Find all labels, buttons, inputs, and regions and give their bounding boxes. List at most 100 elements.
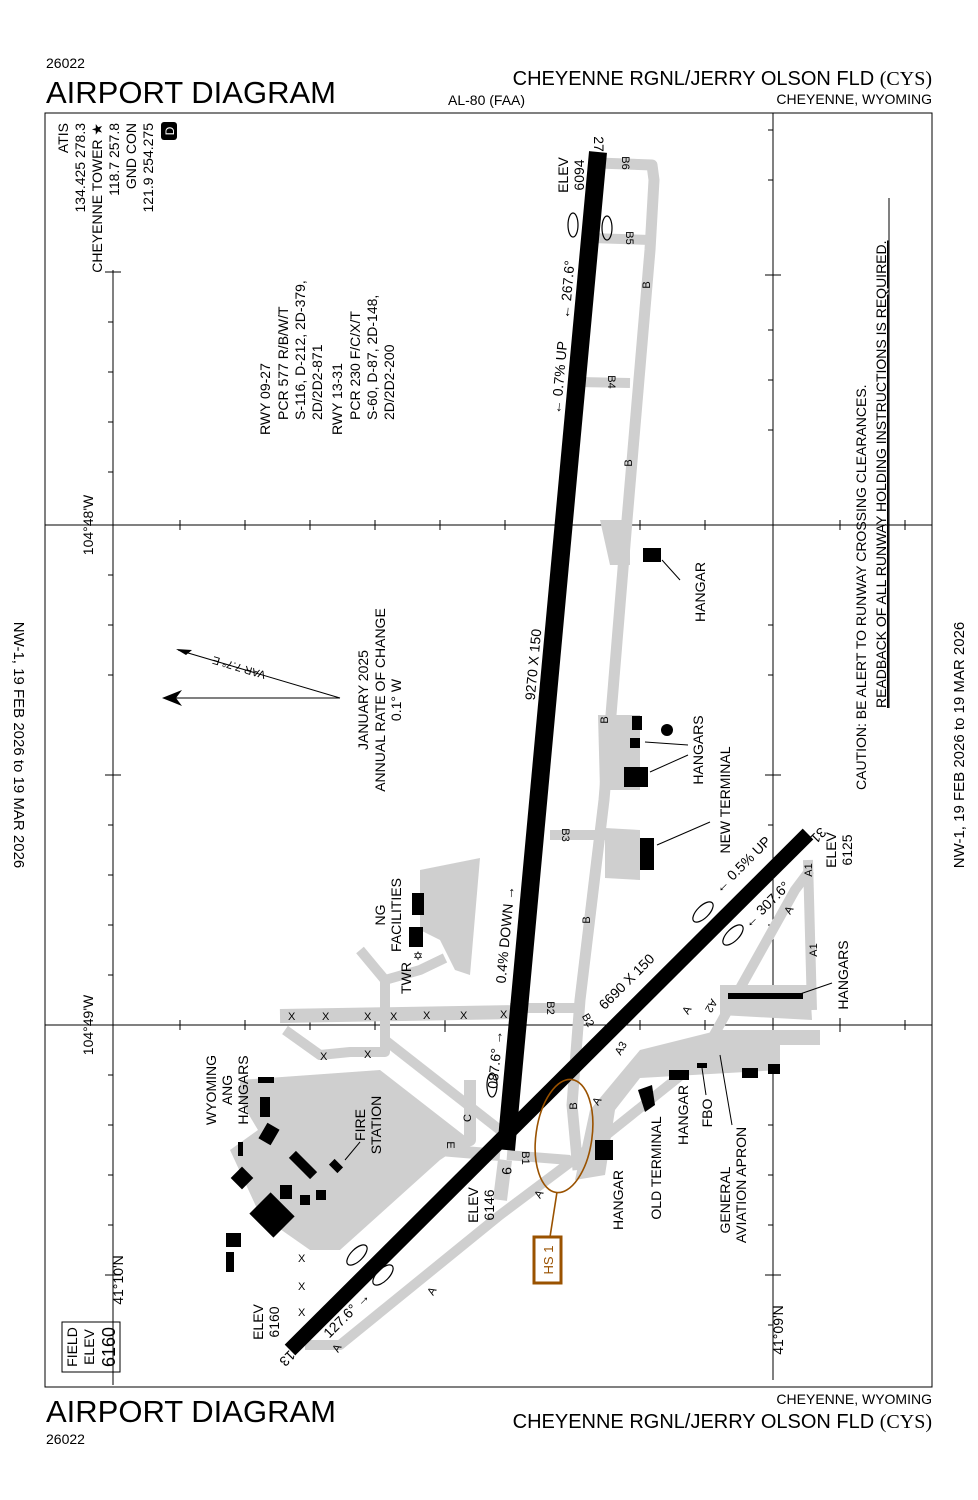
runway-info-block: RWY 09-27 PCR 577 R/B/W/T S-116, D-212, … <box>257 280 397 435</box>
longitude-label-48: 104°48'W <box>80 494 96 555</box>
closed-marker: X <box>423 1010 431 1022</box>
field-elevation-box: FIELD ELEV 6160 <box>61 1321 121 1373</box>
closed-marker: X <box>390 1011 398 1023</box>
closed-marker: X <box>288 1011 296 1023</box>
hangars-label-2: HANGARS <box>835 940 851 1009</box>
slope-27-text: 0.7% UP <box>549 340 570 396</box>
runway-9-27-dimensions: 9270 X 150 <box>522 628 545 701</box>
fire-station-label-1: FIRE <box>352 1109 368 1141</box>
runway-13-31 <box>284 828 814 1356</box>
tower-star-icon: ✡ <box>413 949 423 963</box>
footer-city-state: CHEYENNE, WYOMING <box>776 1391 932 1407</box>
taxiway-label-b3: B3 <box>559 828 571 841</box>
ground-frequency: 121.9 254.275 <box>140 123 156 213</box>
ga-apron-label-1: GENERAL <box>717 1166 733 1233</box>
hot-spot-box <box>532 1235 563 1285</box>
rwy-13-31-strength-2: 2D/2D2-200 <box>381 344 397 420</box>
footer-airport-name-text: CHEYENNE RGNL/JERRY OLSON FLD <box>513 1411 875 1433</box>
runway-9-27 <box>497 151 607 1151</box>
t-hangars-building <box>728 993 803 999</box>
footer-chart-number: 26022 <box>46 1431 85 1447</box>
atis-frequency: 134.425 278.3 <box>72 123 88 213</box>
ga-apron-label-2: AVIATION APRON <box>733 1127 749 1243</box>
taxiway-label-b: B <box>581 916 593 923</box>
old-terminal-building <box>638 1085 655 1112</box>
rwy-13-31-pcr: PCR 230 F/C/X/T <box>347 311 363 420</box>
taxiway-label-a: A <box>680 1004 694 1017</box>
rwy-13-31-label: RWY 13-31 <box>329 363 345 435</box>
facility-labels: HANGAR HANGARS NEW TERMINAL NG FACILITIE… <box>203 559 851 1243</box>
elev-13-value: 6160 <box>266 1306 282 1337</box>
fire-station-label-2: STATION <box>368 1096 384 1155</box>
elev-13-label: ELEV <box>250 1303 266 1339</box>
wyoming-ang-label-2: ANG <box>219 1075 235 1105</box>
new-terminal-label: NEW TERMINAL <box>717 746 733 853</box>
taxiway-label-c: C <box>462 1114 474 1122</box>
hangar-label-3: HANGAR <box>675 1085 691 1145</box>
elev-27-value: 6094 <box>571 159 587 190</box>
hangar-building <box>643 548 661 562</box>
footer-title: AIRPORT DIAGRAM <box>46 1394 336 1429</box>
longitude-label-49: 104°49'W <box>80 994 96 1055</box>
taxiway-label-a1: A1 <box>808 943 820 956</box>
field-elev-value: 6160 <box>99 1327 119 1367</box>
hangars-building <box>624 767 648 787</box>
magnetic-variation: VAR 7.7° E JANUARY 2025 ANNUAL RATE OF C… <box>162 608 404 792</box>
rwy-09-27-strength-2: 2D/2D2-871 <box>309 344 325 420</box>
footer-airport-id: (CYS) <box>880 1411 932 1433</box>
caution-line-2: READBACK OF ALL RUNWAY HOLDING INSTRUCTI… <box>873 240 889 708</box>
hangar-building-2 <box>595 1140 613 1160</box>
closed-marker: X <box>460 1010 468 1022</box>
chart-frame <box>44 112 933 1388</box>
taxiway-label-b: B <box>568 1102 580 1109</box>
closed-marker: X <box>500 1009 508 1021</box>
rwy-09-27-label: RWY 09-27 <box>257 363 273 435</box>
slope-9-text: 0.4% DOWN <box>493 903 516 984</box>
elev-31-value: 6125 <box>839 834 855 865</box>
runway-end-27: 27 <box>591 136 607 152</box>
taxiway-a1 <box>803 859 817 1011</box>
taxiway-label-a1: A1 <box>803 863 815 876</box>
elev-9-label: ELEV <box>465 1186 481 1222</box>
tower-label: TWR <box>398 962 414 994</box>
rwy-09-27-pcr: PCR 577 R/B/W/T <box>275 306 291 420</box>
heading-27-text: 267.6° <box>558 260 577 302</box>
taxiway-label-a2: A2 <box>702 997 719 1015</box>
airport-name-text: CHEYENNE RGNL/JERRY OLSON FLD <box>513 68 875 90</box>
ground-label: GND CON <box>123 123 139 189</box>
atis-label: ATIS <box>55 123 71 153</box>
d-atis-badge-text: D <box>163 126 177 135</box>
field-elev-line-2: ELEV <box>81 1328 97 1364</box>
variation-date: JANUARY 2025 <box>355 650 371 750</box>
taxiway-label-b: B <box>599 716 611 723</box>
hot-spot-label: HS 1 <box>541 1246 556 1275</box>
taxiway-label-e: E <box>444 1141 456 1148</box>
runway-end-9: 9 <box>499 1167 515 1175</box>
ng-apron <box>420 858 480 975</box>
city-state: CHEYENNE, WYOMING <box>776 91 932 107</box>
runway-27-slope: ← 0.7% UP <box>548 340 570 414</box>
procedure-ref: AL-80 (FAA) <box>448 92 525 108</box>
rate-of-change-value: 0.1° W <box>388 678 404 721</box>
taxiway-label-b4: B4 <box>605 375 617 388</box>
tower-frequency: 118.7 257.8 <box>106 123 122 196</box>
taxiway-label-b6: B6 <box>619 156 631 169</box>
tower-label: CHEYENNE TOWER ★ <box>89 123 105 273</box>
hangar-label-2: HANGAR <box>610 1170 626 1230</box>
closed-marker: X <box>364 1011 372 1023</box>
magnetic-north-arrow-icon <box>176 649 192 655</box>
ng-facilities-label-1: NG <box>372 905 388 926</box>
taxiway-label-a: A <box>425 1285 439 1298</box>
rwy-13-31-strength: S-60, D-87, 2D-148, <box>364 295 380 420</box>
closed-taxiway <box>279 1005 521 1023</box>
d-atis-badge <box>161 122 177 140</box>
closed-marker: X <box>322 1011 330 1023</box>
left-margin-dates: NW-1, 19 FEB 2026 to 19 MAR 2026 <box>10 622 27 869</box>
field-elev-line-1: FIELD <box>64 1327 80 1367</box>
rwy-09-27-strength: S-116, D-212, 2D-379, <box>292 280 308 420</box>
runway-27-heading: ← 267.6° <box>556 260 577 320</box>
wyoming-ang-label-1: WYOMING <box>203 1055 219 1125</box>
hot-spot-hs1: HS 1 <box>532 1078 594 1285</box>
closed-marker: X <box>364 1049 372 1061</box>
